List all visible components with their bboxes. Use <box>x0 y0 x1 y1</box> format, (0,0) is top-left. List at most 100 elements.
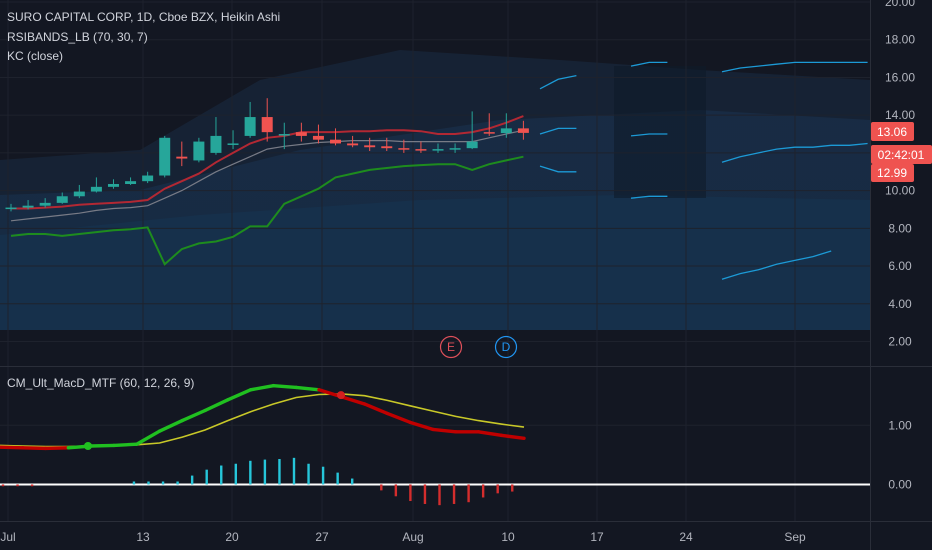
candle-body <box>107 184 119 187</box>
candle[interactable] <box>278 122 290 150</box>
macd-line-segment <box>134 429 162 446</box>
candle[interactable] <box>159 135 171 178</box>
dividend-marker[interactable]: D <box>494 335 518 359</box>
candle[interactable] <box>449 143 461 153</box>
macd-histogram-bar <box>176 481 179 485</box>
candle[interactable] <box>398 139 410 153</box>
candle[interactable] <box>295 122 307 142</box>
macd-axis-tick-label: 1.00 <box>888 418 912 432</box>
macd-histogram-bar <box>263 459 267 485</box>
macd-histogram-bar <box>220 465 223 485</box>
candle[interactable] <box>193 137 205 163</box>
candle-body <box>125 181 137 185</box>
macd-histogram-bar <box>438 484 441 506</box>
candle-body <box>398 148 410 150</box>
macd-histogram-bar <box>511 484 514 492</box>
indicator-legend-rsibands[interactable]: RSIBANDS_LB (70, 30, 7) <box>7 30 148 44</box>
candle[interactable] <box>432 143 444 153</box>
candle[interactable] <box>466 111 478 150</box>
candle[interactable] <box>483 113 495 136</box>
countdown-badge: 02:42:01 <box>871 145 932 164</box>
macd-line-segment <box>43 446 71 451</box>
candle[interactable] <box>73 184 85 199</box>
candle[interactable] <box>90 177 102 193</box>
time-axis-tick-label: 24 <box>679 530 693 544</box>
macd-histogram-bar <box>467 484 470 503</box>
candle[interactable] <box>244 101 256 138</box>
macd-cross-down-dot <box>337 391 345 400</box>
macd-line-segment <box>476 430 503 438</box>
earnings-marker[interactable]: E <box>439 335 463 359</box>
macd-histogram-bar <box>16 484 19 487</box>
candle-body <box>295 132 307 136</box>
price-axis-tick-label: 6.00 <box>888 259 912 273</box>
time-axis-tick-label: 17 <box>590 530 604 544</box>
candle[interactable] <box>107 179 119 189</box>
candle[interactable] <box>142 171 154 184</box>
price-axis-tick-label: 10.00 <box>885 184 915 198</box>
price-axis-tick-label: 18.00 <box>885 33 915 47</box>
candle[interactable] <box>415 141 427 153</box>
macd-histogram-bar <box>496 484 499 494</box>
candle-body <box>364 145 376 148</box>
candle[interactable] <box>125 177 137 185</box>
time-axis-tick-label: 10 <box>501 530 515 544</box>
macd-histogram-bar <box>321 466 325 485</box>
macd-line-segment <box>180 408 207 423</box>
macd-histogram-bar <box>278 459 281 485</box>
last-price-badge: 13.06 <box>871 122 914 141</box>
rsi-band-upper-line <box>539 61 868 90</box>
macd-line-segment <box>340 395 367 406</box>
axes-layer: 20.0018.0016.0014.0012.0010.008.006.004.… <box>0 0 915 544</box>
candle[interactable] <box>261 98 273 142</box>
candle[interactable] <box>227 130 239 150</box>
time-axis-tick-label: 13 <box>136 530 150 544</box>
macd-line-segment <box>431 427 458 434</box>
time-axis-tick-label: Sep <box>784 530 806 544</box>
macd-histogram-bar <box>234 463 237 485</box>
earnings-marker-label: E <box>447 340 455 354</box>
macd-histogram-bar <box>481 484 485 498</box>
macd-histogram-bar <box>161 481 165 485</box>
indicator-legend-kc[interactable]: KC (close) <box>7 49 64 63</box>
grid-lines <box>0 0 870 521</box>
macd-histogram-bar <box>423 484 427 504</box>
candle-body <box>227 143 239 145</box>
candle[interactable] <box>22 200 34 210</box>
candle[interactable] <box>330 128 342 146</box>
macd-histogram-bar <box>147 481 150 485</box>
last-price-label: 13.06 <box>877 125 907 139</box>
candle-body <box>347 143 359 146</box>
macd-histogram-bar <box>409 484 412 502</box>
price-axis-tick-label: 20.00 <box>885 0 915 9</box>
macd-histogram-bar <box>307 463 310 485</box>
candle[interactable] <box>517 120 529 140</box>
kc-middle-line <box>10 129 524 222</box>
candle[interactable] <box>5 203 17 212</box>
time-axis-tick-label: Aug <box>402 530 423 544</box>
macd-line-segment <box>248 383 276 392</box>
candle[interactable] <box>210 117 222 155</box>
macd-histogram-bar <box>394 484 398 497</box>
symbol-legend[interactable]: SURO CAPITAL CORP, 1D, Cboe BZX, Heikin … <box>7 10 281 24</box>
macd-histogram-bar <box>30 484 34 487</box>
macd-histogram-bar <box>205 469 208 485</box>
candle-body <box>483 132 495 134</box>
indicator-legend-macd[interactable]: CM_Ult_MacD_MTF (60, 12, 26, 9) <box>7 376 195 390</box>
candle-body <box>466 141 478 149</box>
candle[interactable] <box>176 141 188 167</box>
candle[interactable] <box>381 137 393 152</box>
candle[interactable] <box>364 137 376 152</box>
macd-histogram-bar <box>452 484 456 504</box>
candle[interactable] <box>312 124 324 144</box>
macd-histogram-bar <box>190 475 194 485</box>
candle[interactable] <box>39 198 51 208</box>
candle-body <box>432 149 444 151</box>
candle[interactable] <box>347 135 359 148</box>
macd-axis-tick-label: 0.00 <box>888 477 912 491</box>
candle[interactable] <box>500 113 512 138</box>
candle[interactable] <box>56 192 68 204</box>
band-cloud <box>0 50 870 330</box>
